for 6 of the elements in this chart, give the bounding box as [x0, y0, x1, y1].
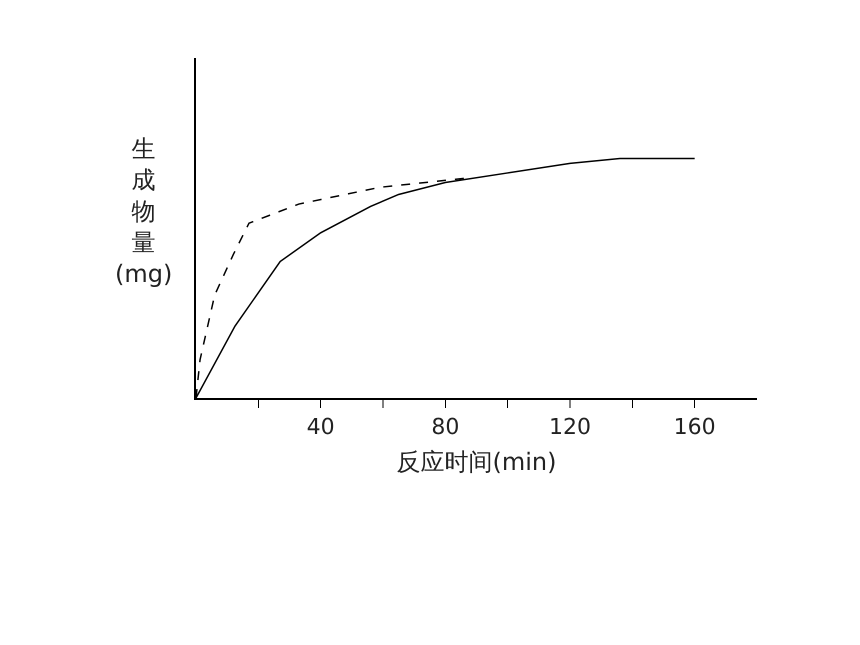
x-axis-title: 反应时间(min): [396, 448, 556, 476]
x-tick-label: 160: [674, 415, 716, 440]
x-tick-label: 40: [306, 415, 335, 440]
y-axis-title: 生成物量(mg): [115, 135, 172, 288]
x-tick-label: 80: [431, 415, 460, 440]
x-tick-label: 120: [549, 415, 591, 440]
